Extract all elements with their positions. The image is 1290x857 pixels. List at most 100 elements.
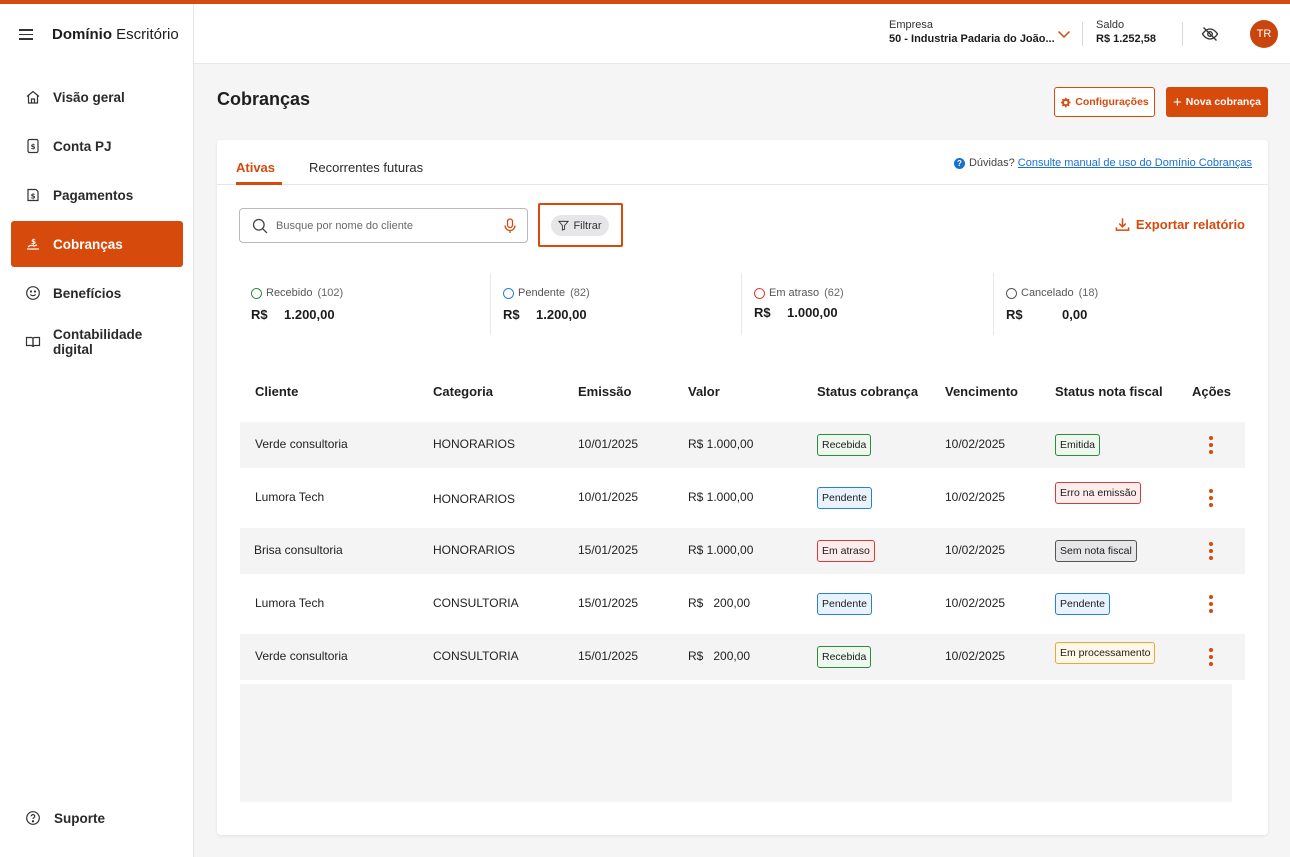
search-input[interactable] bbox=[276, 219, 496, 232]
cell-valor: R$ 1.000,00 bbox=[688, 437, 754, 451]
summary-strip: Recebido (102) R$ 1.200,00 Pendente (82) R$… bbox=[239, 273, 1245, 335]
cell-emissao: 15/01/2025 bbox=[578, 543, 639, 557]
cell-cliente: Verde consultoria bbox=[255, 437, 348, 451]
company-selector[interactable]: Empresa 50 - Industria Padaria do João..… bbox=[889, 19, 1055, 45]
brand-bold: Domínio bbox=[52, 26, 112, 43]
more-actions-icon[interactable] bbox=[1208, 436, 1214, 454]
invoice-status-badge: Erro na emissão bbox=[1055, 482, 1142, 504]
table-header: Cliente Categoria Emissão Valor Status c… bbox=[240, 380, 1245, 404]
download-icon bbox=[1115, 218, 1130, 231]
invoice-status-badge: Pendente bbox=[1055, 593, 1110, 615]
column-header: Emissão bbox=[578, 384, 632, 399]
summary-currency: R$ bbox=[754, 305, 771, 320]
summary-count: (82) bbox=[570, 287, 590, 299]
manual-link[interactable]: Consulte manual de uso do Domínio Cobran… bbox=[1017, 157, 1252, 169]
menu-icon[interactable] bbox=[19, 29, 33, 40]
filter-label: Filtrar bbox=[573, 219, 602, 232]
smile-icon bbox=[25, 285, 41, 301]
sidebar-item-cobrancas[interactable]: $ Cobranças bbox=[11, 221, 183, 267]
column-header: Ações bbox=[1192, 384, 1232, 399]
summary-recebido: Recebido (102) R$ 1.200,00 bbox=[239, 273, 490, 335]
more-actions-icon[interactable] bbox=[1208, 542, 1214, 560]
active-tab-indicator bbox=[236, 182, 282, 185]
cell-emissao: 10/01/2025 bbox=[578, 437, 639, 451]
cell-emissao: 15/01/2025 bbox=[578, 649, 639, 663]
cell-emissao: 15/01/2025 bbox=[578, 596, 639, 610]
avatar[interactable]: TR bbox=[1250, 20, 1278, 48]
table-row[interactable]: Lumora Tech HONORARIOS 10/01/2025 R$ 1.0… bbox=[240, 475, 1245, 521]
balance-value: R$ 1.252,58 bbox=[1096, 33, 1156, 45]
company-value: 50 - Industria Padaria do João... bbox=[889, 33, 1055, 45]
cell-cliente: Lumora Tech bbox=[255, 596, 325, 610]
tab-ativas[interactable]: Ativas bbox=[236, 160, 276, 175]
payments-icon: $ bbox=[25, 187, 41, 203]
search-field[interactable] bbox=[239, 208, 528, 243]
table-row[interactable]: Brisa consultoria HONORARIOS 15/01/2025 … bbox=[240, 528, 1245, 574]
cell-vencimento: 10/02/2025 bbox=[945, 543, 1006, 557]
cell-vencimento: 10/02/2025 bbox=[945, 649, 1006, 663]
sidebar-item-label: Contabilidade digital bbox=[53, 327, 143, 357]
summary-currency: R$ bbox=[1006, 307, 1023, 322]
status-badge: Recebida bbox=[817, 434, 872, 456]
summary-em-atraso: Em atraso (62) R$ 1.000,00 bbox=[742, 273, 993, 335]
more-actions-icon[interactable] bbox=[1208, 489, 1214, 507]
funnel-icon bbox=[558, 220, 570, 231]
filter-button[interactable]: Filtrar bbox=[551, 215, 609, 236]
help-circle-icon bbox=[25, 810, 41, 826]
top-header: Empresa 50 - Industria Padaria do João..… bbox=[194, 4, 1290, 64]
column-header: Status nota fiscal bbox=[1055, 384, 1163, 399]
status-dot-icon bbox=[251, 287, 262, 299]
cell-vencimento: 10/02/2025 bbox=[945, 437, 1006, 451]
cell-vencimento: 10/02/2025 bbox=[945, 490, 1006, 504]
status-dot-icon bbox=[754, 287, 765, 299]
brand-light: Escritório bbox=[116, 26, 179, 43]
cell-vencimento: 10/02/2025 bbox=[945, 596, 1006, 610]
table-row[interactable]: Verde consultoria CONSULTORIA 15/01/2025… bbox=[240, 634, 1245, 680]
microphone-icon[interactable] bbox=[503, 218, 517, 234]
settings-button-label: Configurações bbox=[1075, 96, 1149, 108]
chevron-down-icon[interactable] bbox=[1056, 26, 1072, 42]
eye-off-icon[interactable] bbox=[1201, 25, 1219, 43]
sidebar-item-label: Conta PJ bbox=[53, 138, 112, 154]
balance-label: Saldo bbox=[1096, 19, 1125, 31]
column-header: Status cobrança bbox=[817, 384, 919, 399]
sidebar-item-visao-geral[interactable]: Visão geral bbox=[11, 74, 183, 120]
charges-icon: $ bbox=[25, 236, 41, 252]
summary-label: Recebido bbox=[266, 287, 313, 299]
summary-amount: 1.000,00 bbox=[787, 305, 838, 320]
cell-categoria: HONORARIOS bbox=[433, 492, 516, 506]
sidebar-item-pagamentos[interactable]: $ Pagamentos bbox=[11, 172, 183, 218]
cell-categoria: HONORARIOS bbox=[433, 543, 516, 557]
column-header: Valor bbox=[688, 384, 720, 399]
table-row[interactable]: Lumora Tech CONSULTORIA 15/01/2025 R$ 20… bbox=[240, 581, 1245, 627]
sidebar-item-conta-pj[interactable]: $ Conta PJ bbox=[11, 123, 183, 169]
svg-text:$: $ bbox=[31, 143, 36, 151]
tab-recorrentes-futuras[interactable]: Recorrentes futuras bbox=[309, 160, 424, 175]
page-title: Cobranças bbox=[217, 89, 311, 109]
settings-button[interactable]: Configurações bbox=[1054, 87, 1155, 117]
export-report-button[interactable]: Exportar relatório bbox=[1115, 217, 1245, 232]
gear-icon bbox=[1061, 97, 1071, 107]
sidebar-item-suporte[interactable]: Suporte bbox=[25, 810, 105, 826]
column-header: Categoria bbox=[433, 384, 493, 399]
sidebar-item-contabilidade-digital[interactable]: Contabilidade digital bbox=[11, 319, 183, 365]
summary-amount: 1.200,00 bbox=[284, 307, 335, 322]
status-badge: Recebida bbox=[817, 646, 872, 668]
plus-icon: + bbox=[1172, 93, 1182, 111]
more-actions-icon[interactable] bbox=[1208, 648, 1214, 666]
summary-currency: R$ bbox=[251, 307, 268, 322]
svg-text:$: $ bbox=[31, 238, 36, 246]
status-dot-icon bbox=[503, 287, 514, 299]
support-label: Suporte bbox=[54, 810, 106, 826]
summary-count: (62) bbox=[824, 287, 844, 299]
cell-categoria: CONSULTORIA bbox=[433, 596, 519, 610]
more-actions-icon[interactable] bbox=[1208, 595, 1214, 613]
column-header: Vencimento bbox=[945, 384, 1018, 399]
company-label: Empresa bbox=[889, 19, 934, 31]
table-row[interactable]: Verde consultoria HONORARIOS 10/01/2025 … bbox=[240, 422, 1245, 468]
new-charge-button[interactable]: + Nova cobrança bbox=[1166, 87, 1268, 117]
summary-count: (102) bbox=[317, 287, 344, 299]
summary-label: Cancelado bbox=[1021, 287, 1074, 299]
summary-label: Pendente bbox=[518, 287, 566, 299]
sidebar-item-beneficios[interactable]: Benefícios bbox=[11, 270, 183, 316]
